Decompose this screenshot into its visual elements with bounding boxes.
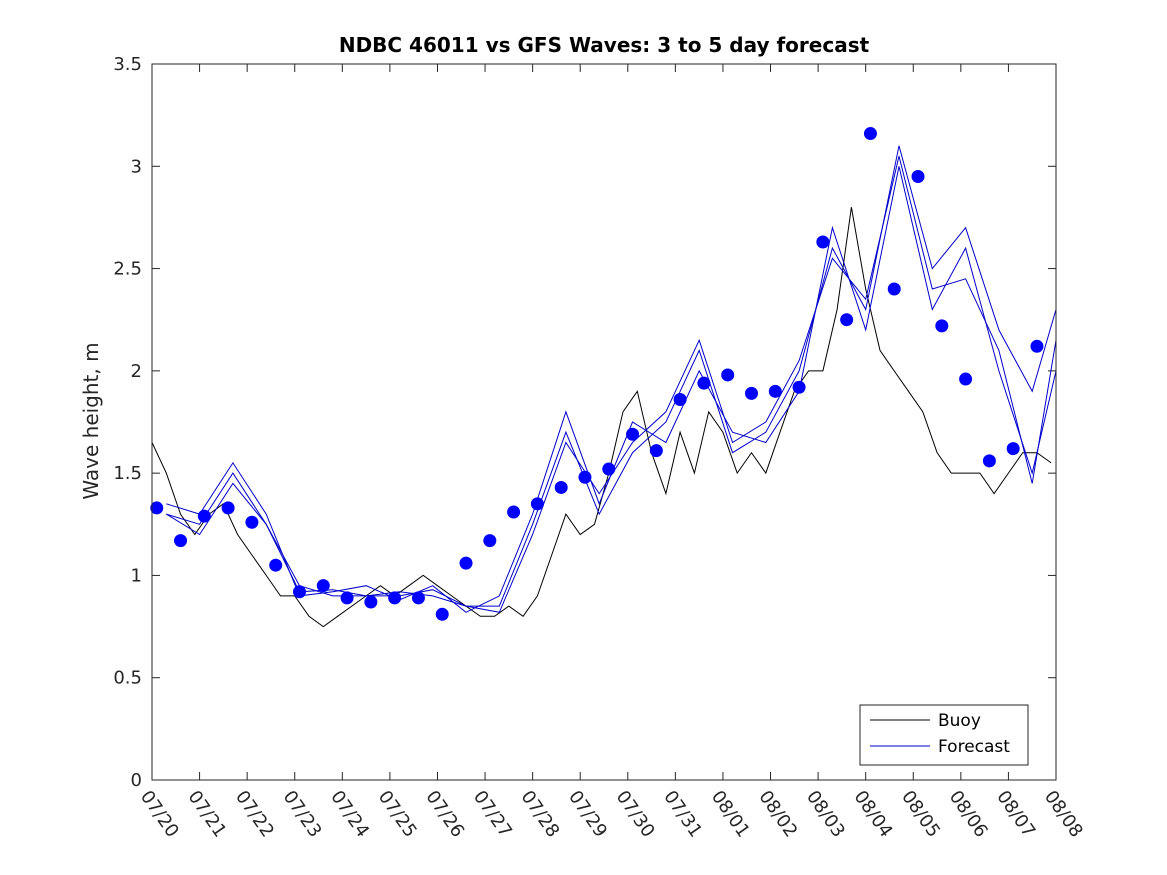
legend-label-buoy: Buoy — [938, 711, 981, 731]
legend-box — [859, 704, 1029, 766]
forecast-marker — [269, 558, 283, 572]
y-tick-label: 0.5 — [113, 668, 142, 689]
forecast-marker — [1006, 442, 1020, 456]
y-axis-title: Wave height, m — [79, 342, 103, 499]
forecast-marker — [530, 497, 544, 511]
forecast-marker — [197, 509, 211, 523]
forecast-marker — [935, 319, 949, 333]
chart-title: NDBC 46011 vs GFS Waves: 3 to 5 day fore… — [339, 33, 870, 57]
series-line-forecast — [166, 166, 1057, 613]
forecast-marker — [316, 579, 330, 593]
forecast-marker — [744, 386, 758, 400]
forecast-marker — [411, 591, 425, 605]
forecast-marker — [911, 170, 925, 184]
forecast-marker — [887, 282, 901, 296]
forecast-marker — [340, 591, 354, 605]
y-tick-label: 2 — [131, 361, 142, 382]
plot-area — [150, 127, 1057, 628]
forecast-marker — [602, 462, 616, 476]
series-line-forecast — [166, 155, 1057, 613]
legend-label-forecast: Forecast — [938, 737, 1010, 757]
y-tick-label: 3.5 — [113, 54, 142, 75]
y-tick-label: 2.5 — [113, 259, 142, 280]
forecast-marker — [483, 534, 497, 548]
forecast-marker — [364, 595, 378, 609]
axes-box — [151, 63, 1057, 781]
forecast-marker — [292, 585, 306, 599]
forecast-marker — [1030, 339, 1044, 353]
forecast-marker — [554, 480, 568, 494]
y-tick-label: 1 — [131, 565, 142, 586]
forecast-marker — [721, 368, 735, 382]
forecast-marker — [863, 127, 877, 141]
forecast-marker — [673, 392, 687, 406]
forecast-marker — [578, 470, 592, 484]
y-tick-label: 3 — [131, 156, 142, 177]
forecast-marker — [982, 454, 996, 468]
forecast-marker — [816, 235, 830, 249]
forecast-marker — [459, 556, 473, 570]
forecast-marker — [174, 534, 188, 548]
forecast-marker — [626, 427, 640, 441]
forecast-marker — [959, 372, 973, 386]
y-tick-label: 0 — [131, 770, 142, 791]
y-tick-label: 1.5 — [113, 463, 142, 484]
forecast-marker — [792, 380, 806, 394]
legend: Buoy Forecast — [859, 704, 1029, 766]
forecast-marker — [221, 501, 235, 515]
forecast-marker — [840, 313, 854, 327]
forecast-marker — [245, 515, 259, 529]
forecast-marker — [507, 505, 521, 519]
forecast-marker — [768, 384, 782, 398]
forecast-marker — [697, 376, 711, 390]
forecast-marker — [388, 591, 402, 605]
forecast-marker — [150, 501, 164, 515]
forecast-marker — [435, 607, 449, 621]
forecast-marker — [649, 444, 663, 458]
